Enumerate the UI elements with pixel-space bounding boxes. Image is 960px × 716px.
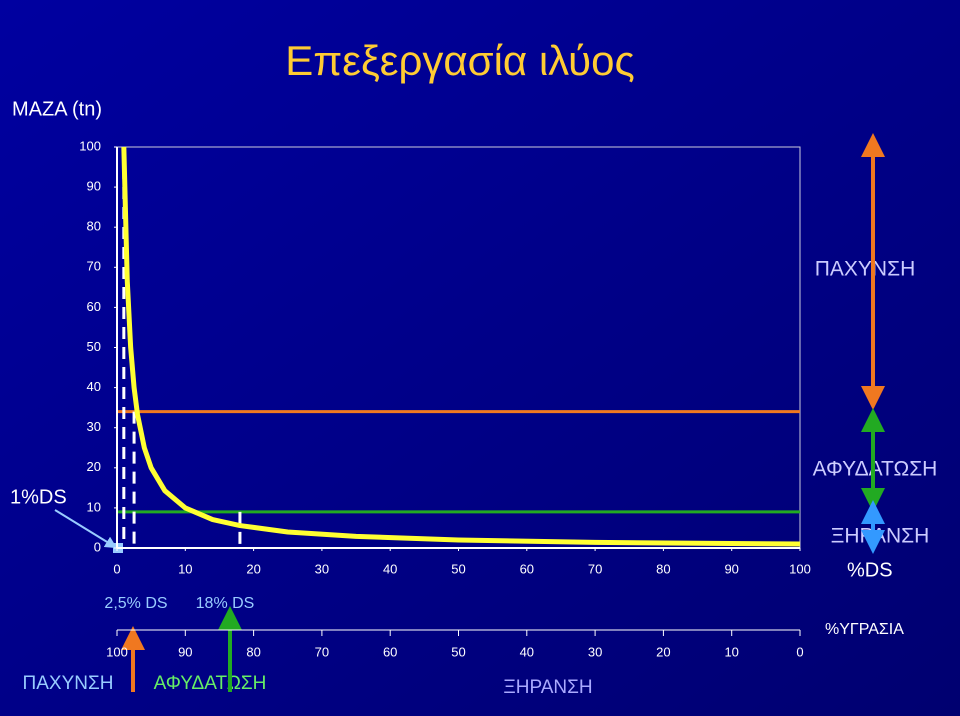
y-tick-label: 0 bbox=[94, 539, 101, 554]
x-tick-label: 30 bbox=[315, 561, 329, 576]
x2-tick-label: 70 bbox=[315, 644, 329, 659]
x-tick-label: 20 bbox=[246, 561, 260, 576]
x-tick-label: 10 bbox=[178, 561, 192, 576]
x2-tick-label: 10 bbox=[724, 644, 738, 659]
annotation: 2,5% DS bbox=[104, 595, 167, 612]
x2-tick-label: 20 bbox=[656, 644, 670, 659]
y-tick-label: 70 bbox=[87, 259, 101, 274]
x2-tick-label: 80 bbox=[246, 644, 260, 659]
stage-label: ΞΗΡΑΝΣΗ bbox=[503, 677, 592, 698]
y-tick-label: 30 bbox=[87, 419, 101, 434]
x-tick-label: 80 bbox=[656, 561, 670, 576]
y-tick-label: 80 bbox=[87, 219, 101, 234]
x-tick-label: 90 bbox=[724, 561, 738, 576]
x2-tick-label: 50 bbox=[451, 644, 465, 659]
stage-label: ΠΑΧΥΝΣΗ bbox=[815, 258, 916, 281]
y-tick-label: 40 bbox=[87, 379, 101, 394]
x2-tick-label: 60 bbox=[383, 644, 397, 659]
x2-tick-label: 90 bbox=[178, 644, 192, 659]
x-axis-label: %DS bbox=[847, 559, 893, 581]
x2-axis-label: %ΥΓΡΑΣΙΑ bbox=[825, 621, 904, 638]
y-tick-label: 60 bbox=[87, 299, 101, 314]
y-axis-label: ΜΑΖΑ (tn) bbox=[12, 98, 102, 120]
arrow bbox=[54, 509, 118, 549]
stage-label: ΠΑΧΥΝΣΗ bbox=[23, 673, 114, 694]
y-tick-label: 10 bbox=[87, 499, 101, 514]
annotation: 18% DS bbox=[196, 595, 255, 612]
y-tick-label: 20 bbox=[87, 459, 101, 474]
stage-label: ΞΗΡΑΝΣΗ bbox=[831, 525, 930, 548]
y-tick-label: 90 bbox=[87, 179, 101, 194]
x-tick-label: 0 bbox=[113, 561, 120, 576]
x-tick-label: 40 bbox=[383, 561, 397, 576]
y-tick-label: 100 bbox=[79, 138, 101, 153]
x2-tick-label: 100 bbox=[106, 644, 128, 659]
x2-tick-label: 40 bbox=[520, 644, 534, 659]
x-tick-label: 70 bbox=[588, 561, 602, 576]
annotation: 1%DS bbox=[10, 486, 67, 508]
x-tick-label: 50 bbox=[451, 561, 465, 576]
slide-title: Επεξεργασία ιλύος bbox=[285, 37, 635, 84]
x2-tick-label: 0 bbox=[796, 644, 803, 659]
data-line bbox=[121, 146, 801, 547]
stage-label: ΑΦΥΔΑΤΩΣΗ bbox=[154, 673, 267, 694]
x-tick-label: 60 bbox=[520, 561, 534, 576]
x2-tick-label: 30 bbox=[588, 644, 602, 659]
x-tick-label: 100 bbox=[789, 561, 811, 576]
y-tick-label: 50 bbox=[87, 339, 101, 354]
